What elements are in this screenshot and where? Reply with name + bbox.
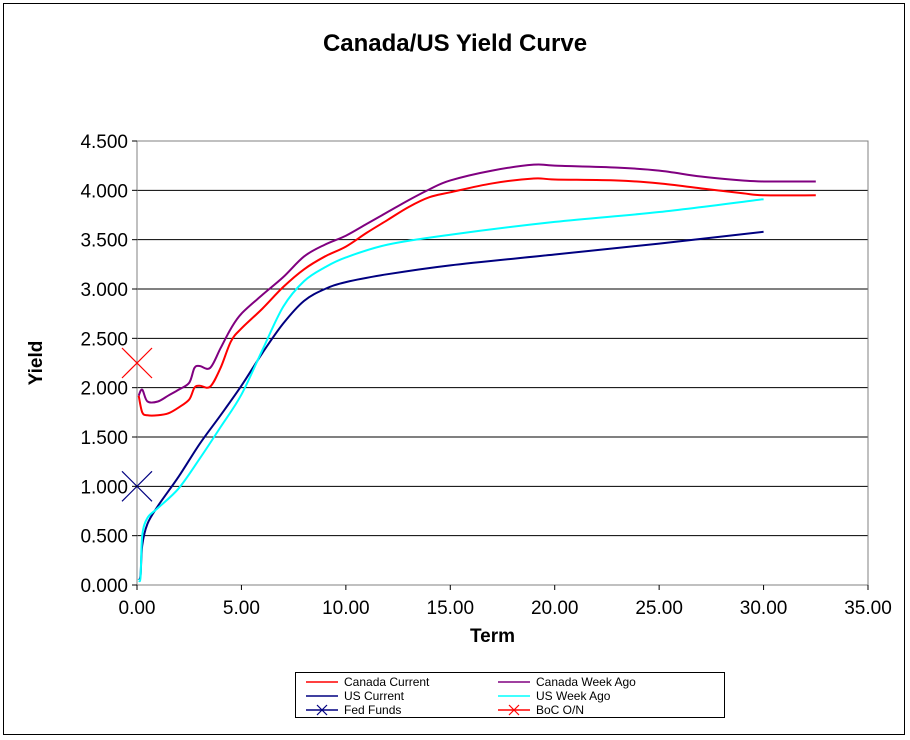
x-tick-label: 25.00 <box>635 598 683 619</box>
boc-o-n-marker <box>121 347 153 379</box>
x-axis-ticks: 0.00 5.00 10.00 15.00 20.00 25.00 30.00 35.00 <box>119 585 892 619</box>
y-tick-label: 2.000 <box>80 379 128 400</box>
legend-label: BoC O/N <box>536 703 585 717</box>
y-tick-label: 2.500 <box>80 329 128 350</box>
x-tick-label: 0.00 <box>119 598 156 619</box>
y-axis-ticks: 0.000 0.500 1.000 1.500 2.000 2.500 3.000 3.500… <box>80 132 137 597</box>
x-tick-label: 10.00 <box>322 598 370 619</box>
legend-swatch <box>498 704 530 716</box>
y-tick-label: 4.000 <box>80 181 128 202</box>
legend-swatch <box>498 681 530 683</box>
x-tick-label: 15.00 <box>427 598 475 619</box>
chart-title: Canada/US Yield Curve <box>322 30 588 57</box>
canada-week-ago-series-line <box>137 163 816 404</box>
x-tick-label: 5.00 <box>223 598 260 619</box>
legend-label: US Week Ago <box>536 689 611 703</box>
grid-lines <box>137 140 868 537</box>
legend-swatch <box>306 695 338 697</box>
legend-label: Canada Week Ago <box>536 675 636 689</box>
legend-swatch <box>306 704 338 716</box>
x-tick-label: 35.00 <box>844 598 892 619</box>
legend-swatch <box>498 695 530 697</box>
x-tick-label: 30.00 <box>740 598 788 619</box>
legend-label: Fed Funds <box>344 703 402 717</box>
x-tick-label: 20.00 <box>531 598 579 619</box>
y-tick-label: 3.500 <box>80 231 128 252</box>
legend-label: Canada Current <box>344 675 430 689</box>
legend-label: US Current <box>344 689 405 703</box>
y-tick-label: 4.500 <box>80 132 128 153</box>
chart-frame <box>3 3 905 735</box>
y-tick-label: 1.500 <box>80 428 128 449</box>
y-tick-label: 0.500 <box>80 527 128 548</box>
us-current-series-line <box>137 230 764 581</box>
us-week-ago-series-line <box>137 198 764 583</box>
y-axis-title: Yield <box>26 341 47 386</box>
y-tick-label: 0.000 <box>80 576 128 597</box>
chart-legend: Canada Current Canada Week Ago US Current U… <box>295 672 725 718</box>
legend-swatch <box>306 681 338 683</box>
canada-current-series-line <box>137 177 816 417</box>
series-layer <box>137 163 816 583</box>
x-axis-title: Term <box>470 626 515 647</box>
y-tick-label: 3.000 <box>80 280 128 301</box>
plot-area <box>136 140 869 586</box>
y-tick-label: 1.000 <box>80 477 128 498</box>
